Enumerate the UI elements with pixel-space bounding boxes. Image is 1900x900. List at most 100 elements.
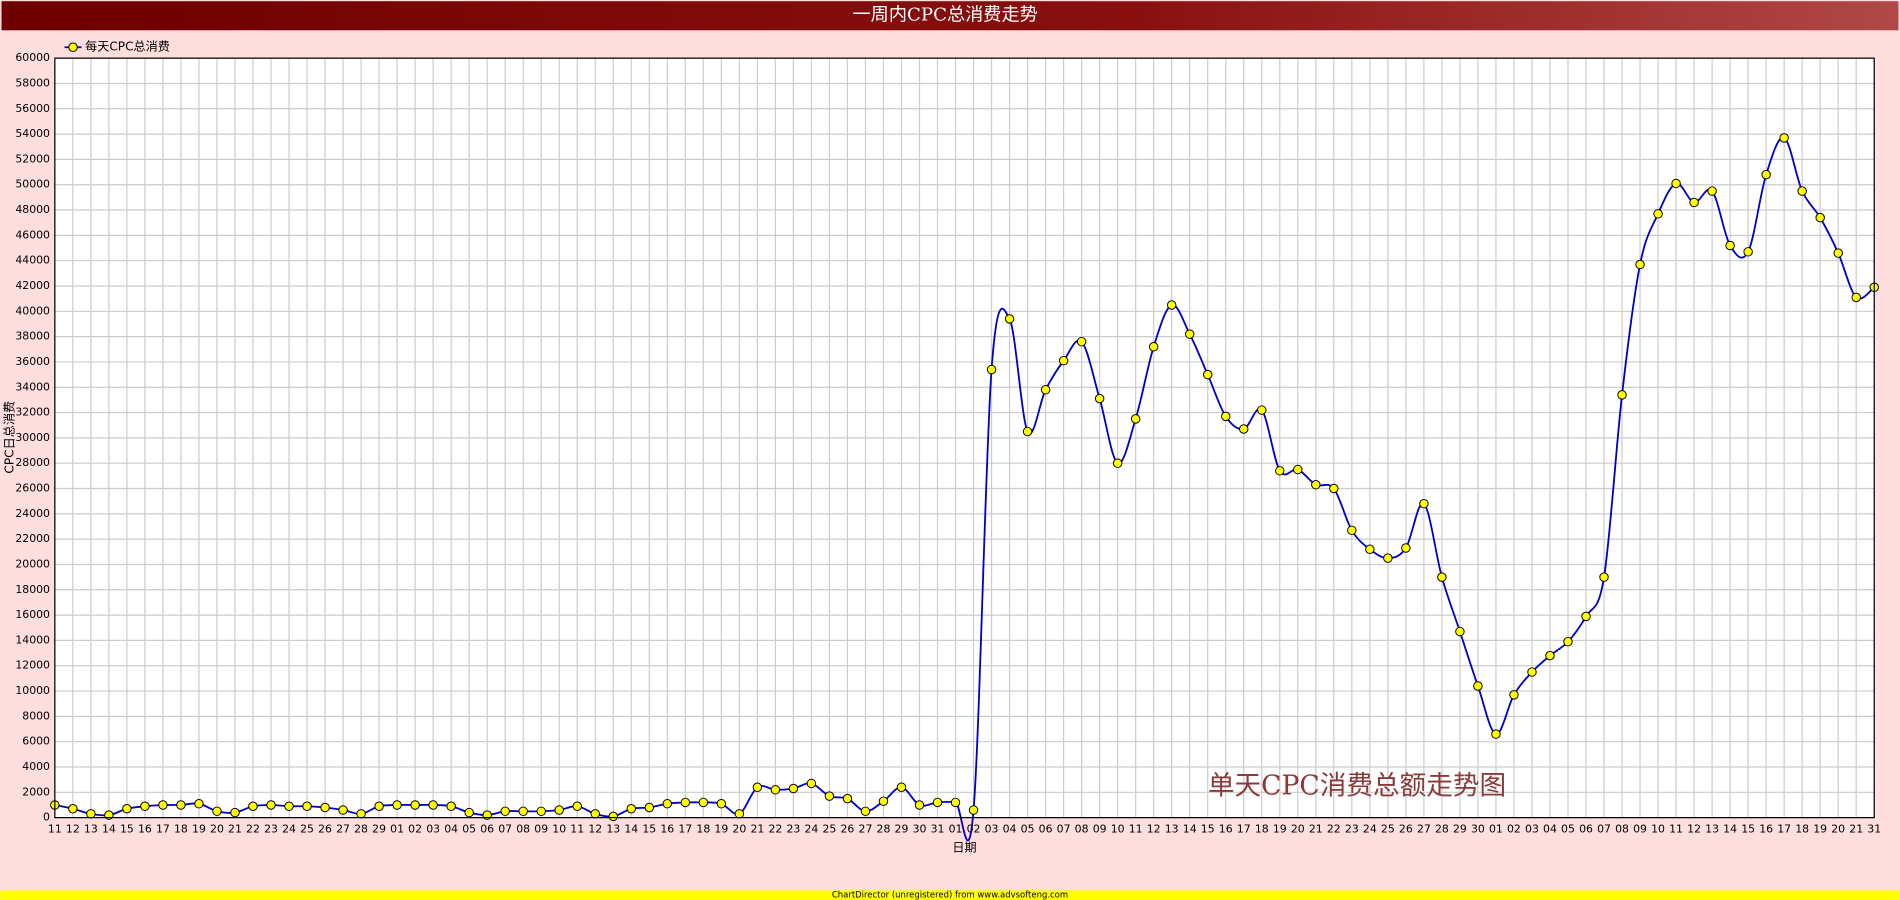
point: [1833, 248, 1843, 258]
point: [86, 809, 96, 819]
x-tick-label: 12: [66, 823, 80, 836]
point: [410, 800, 420, 810]
x-tick-label: 23: [786, 823, 800, 836]
point: [1653, 209, 1663, 219]
x-tick-label: 29: [372, 823, 386, 836]
x-tick-label: 21: [1309, 823, 1323, 836]
y-tick-label: 20000: [15, 557, 50, 570]
x-tick-label: 12: [588, 823, 602, 836]
x-tick-label: 14: [624, 823, 638, 836]
point: [950, 797, 961, 808]
y-tick-label: 32000: [15, 406, 50, 419]
x-tick-label: 02: [967, 823, 981, 836]
point: [212, 806, 222, 817]
x-tick-label: 10: [1651, 823, 1665, 836]
x-tick-label: 11: [1129, 823, 1143, 836]
point: [1671, 178, 1681, 189]
x-tick-label: 11: [1669, 823, 1683, 836]
point: [1383, 553, 1393, 563]
point: [140, 801, 150, 811]
x-tick-label: 11: [570, 823, 584, 836]
point: [1130, 414, 1141, 424]
x-tick-label: 05: [1021, 823, 1035, 836]
point: [860, 806, 871, 817]
footer: ChartDirector (unregistered) from www.ad…: [832, 890, 1068, 900]
x-tick-label: 15: [1741, 823, 1755, 836]
point: [428, 800, 438, 810]
point: [1148, 342, 1159, 352]
y-tick-label: 46000: [15, 228, 50, 241]
x-tick-label: 08: [1075, 823, 1089, 836]
x-tick-label: 18: [1255, 823, 1269, 836]
x-tick-label: 01: [949, 823, 963, 836]
plot-border: [54, 57, 1875, 819]
point: [1094, 393, 1105, 404]
x-tick-label: 14: [102, 823, 116, 836]
point: [752, 782, 763, 792]
x-tick-label: 27: [336, 823, 350, 836]
point: [176, 800, 186, 810]
x-tick-label: 16: [138, 823, 152, 836]
x-tick-label: 19: [1813, 823, 1827, 836]
point: [590, 809, 600, 819]
x-tick-label: 13: [606, 823, 620, 836]
y-tick-label: 22000: [15, 532, 50, 545]
point: [158, 800, 168, 810]
x-tick-label: 16: [660, 823, 674, 836]
x-tick-label: 17: [1777, 823, 1791, 836]
y-tick-label: 34000: [15, 380, 50, 393]
x-tick-label: 22: [246, 823, 260, 836]
point: [1329, 483, 1339, 494]
point: [968, 805, 979, 815]
x-tick-label: 08: [1615, 823, 1629, 836]
point: [1221, 411, 1231, 422]
point: [662, 798, 673, 809]
y-tick-label: 0: [43, 811, 50, 824]
x-tick-label: 17: [678, 823, 692, 836]
title-bar: [1, 1, 1899, 31]
point: [122, 804, 132, 814]
point: [788, 783, 799, 794]
x-tick-label: 04: [1003, 823, 1017, 836]
point: [284, 801, 294, 811]
y-tick-label: 2000: [22, 785, 50, 798]
x-tick-label: 05: [1561, 823, 1575, 836]
chart-title: 一周内CPC总消费走势: [853, 5, 1038, 26]
legend-marker: [68, 42, 78, 52]
x-tick-label: 21: [1849, 823, 1863, 836]
point: [1257, 405, 1267, 415]
point: [1455, 626, 1465, 637]
y-tick-label: 12000: [15, 659, 50, 672]
x-tick-label: 16: [1219, 823, 1233, 836]
point: [446, 801, 456, 811]
x-tick-label: 15: [120, 823, 134, 836]
x-tick-label: 22: [1327, 823, 1341, 836]
annotation: 单天CPC消费总额走势图: [1208, 770, 1506, 801]
x-tick-label: 28: [354, 823, 368, 836]
y-tick-label: 44000: [15, 254, 50, 267]
point: [842, 793, 853, 804]
point: [1311, 479, 1321, 490]
x-tick-label: 03: [426, 823, 440, 836]
y-tick-label: 36000: [15, 355, 50, 368]
y-tick-label: 28000: [15, 456, 50, 469]
y-tick-label: 50000: [15, 178, 50, 191]
x-tick-label: 26: [1399, 823, 1413, 836]
point: [1166, 300, 1177, 310]
x-tick-label: 30: [913, 823, 927, 836]
y-tick-label: 58000: [15, 76, 50, 89]
x-tick-label: 11: [48, 823, 62, 836]
footer-bar: [0, 890, 1900, 900]
x-tick-label: 31: [931, 823, 945, 836]
x-tick-label: 24: [1363, 823, 1377, 836]
point: [1239, 424, 1249, 434]
point: [1347, 525, 1357, 536]
x-tick-label: 08: [516, 823, 530, 836]
y-tick-label: 60000: [15, 51, 50, 64]
y-axis-label: CPC日总消费: [3, 401, 17, 474]
y-tick-label: 14000: [15, 633, 50, 646]
point: [1112, 458, 1123, 468]
point: [878, 796, 889, 806]
point: [68, 804, 78, 814]
x-tick-label: 18: [174, 823, 188, 836]
